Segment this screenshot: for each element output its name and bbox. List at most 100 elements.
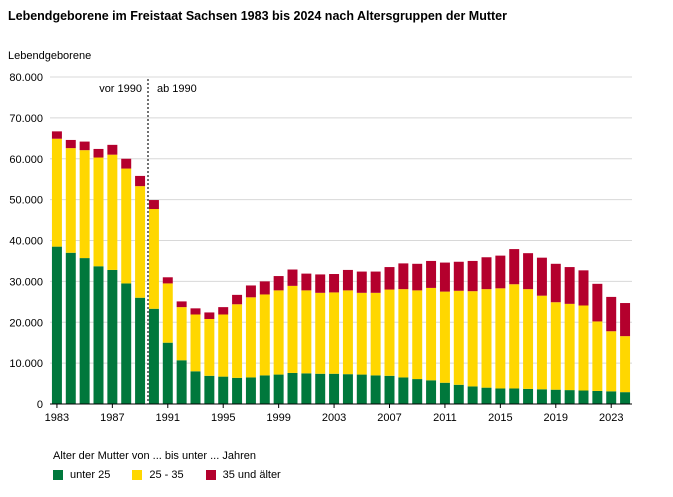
bar-segment (412, 263, 423, 291)
x-tick-label: 1995 (211, 412, 235, 424)
bar-segment (135, 297, 146, 404)
bar-segment (481, 387, 492, 404)
bar-segment (481, 257, 492, 290)
legend-label-25-35: 25 - 35 (149, 469, 184, 481)
bar-segment (107, 144, 118, 155)
bar-segment (232, 294, 243, 305)
legend-item-35-und-aelter: 35 und älter (205, 469, 281, 481)
bar-segment (135, 186, 146, 298)
bar-segment (245, 297, 256, 378)
bar-segment (578, 390, 589, 404)
bar-segment (370, 375, 381, 404)
bar-segment (342, 269, 353, 291)
bar-segment (148, 308, 159, 404)
bar-segment (148, 200, 159, 210)
bar-segment (287, 285, 298, 373)
legend: unter 25 25 - 35 35 und älter (53, 469, 303, 481)
bar-segment (356, 271, 367, 293)
bar-segment (384, 375, 395, 404)
bar-segment (453, 261, 464, 291)
bar-segment (342, 290, 353, 375)
legend-swatch-35-und-aelter (205, 470, 216, 480)
x-tick-label: 2015 (488, 412, 512, 424)
legend-swatch-unter-25 (53, 470, 63, 480)
bar-segment (148, 209, 159, 309)
bar-segment (398, 289, 409, 378)
bar-segment (592, 283, 603, 322)
bar-segment (259, 281, 270, 295)
bar-segment (107, 269, 118, 404)
bar-segment (453, 384, 464, 404)
bars (51, 131, 631, 404)
bar-segment (232, 377, 243, 404)
bar-segment (79, 258, 90, 404)
bar-segment (190, 371, 201, 404)
bar-segment (301, 290, 312, 374)
y-tick-label: 30.000 (9, 276, 43, 288)
bar-segment (384, 289, 395, 376)
bar-segment (453, 290, 464, 385)
bar-segment (564, 267, 575, 304)
x-tick-label: 1991 (156, 412, 180, 424)
bar-segment (329, 274, 340, 293)
bar-segment (259, 375, 270, 404)
bar-segment (467, 386, 478, 404)
bar-segment (287, 269, 298, 286)
bar-segment (259, 294, 270, 376)
bar-segment (564, 303, 575, 391)
bar-segment (176, 307, 187, 361)
y-tick-label: 40.000 (9, 236, 43, 248)
x-tick-label: 2011 (433, 412, 457, 424)
x-tick-label: 1987 (100, 412, 124, 424)
bar-segment (536, 257, 547, 296)
bar-segment (426, 287, 437, 381)
y-tick-labels: 0 10.000 20.000 30.000 40.000 50.000 60.000 70.… (9, 72, 43, 411)
divider-label-left: vor 1990 (99, 83, 142, 95)
bar-segment (204, 375, 215, 404)
bar-segment (495, 255, 506, 289)
y-tick-label: 10.000 (9, 358, 43, 370)
legend-label-unter-25: unter 25 (70, 469, 111, 481)
bar-segment (564, 390, 575, 404)
bar-segment (51, 246, 62, 404)
bar-segment (273, 374, 284, 404)
bar-segment (620, 336, 631, 393)
legend-item-25-35: 25 - 35 (132, 469, 184, 481)
bar-segment (426, 260, 437, 288)
y-tick-label: 70.000 (9, 113, 43, 125)
legend-label-35-und-aelter: 35 und älter (222, 469, 281, 481)
bar-segment (523, 289, 534, 389)
bar-segment (439, 382, 450, 404)
bar-segment (301, 273, 312, 291)
bar-segment (232, 304, 243, 378)
bar-segment (398, 377, 409, 404)
bar-segment (218, 376, 229, 404)
x-tick-label: 1999 (266, 412, 290, 424)
bar-segment (536, 389, 547, 404)
bar-segment (481, 289, 492, 388)
bar-segment (592, 321, 603, 391)
y-tick-label: 60.000 (9, 154, 43, 166)
bar-segment (79, 141, 90, 151)
bar-segment (65, 148, 76, 253)
bar-segment (550, 302, 561, 390)
bar-segment (204, 312, 215, 319)
bar-segment (93, 266, 104, 404)
bar-segment (65, 252, 76, 404)
legend-item-unter-25: unter 25 (53, 469, 110, 481)
bar-segment (370, 271, 381, 293)
bar-segment (51, 138, 62, 247)
bar-segment (620, 303, 631, 337)
y-tick-label: 0 (37, 399, 43, 411)
divider-label-right: ab 1990 (157, 83, 197, 95)
bar-segment (412, 290, 423, 380)
bar-segment (467, 260, 478, 292)
bar-segment (315, 274, 326, 293)
bar-segment (509, 284, 520, 389)
chart-title: Lebendgeborene im Freistaat Sachsen 1983… (8, 9, 507, 23)
bar-segment (356, 292, 367, 375)
bar-segment (495, 388, 506, 404)
x-tick-labels: 1983 1987 1991 1995 1999 2003 2007 2011 2015 2019… (45, 404, 623, 424)
bar-segment (606, 331, 617, 392)
legend-title: Alter der Mutter von ... bis unter ... J… (53, 450, 256, 462)
